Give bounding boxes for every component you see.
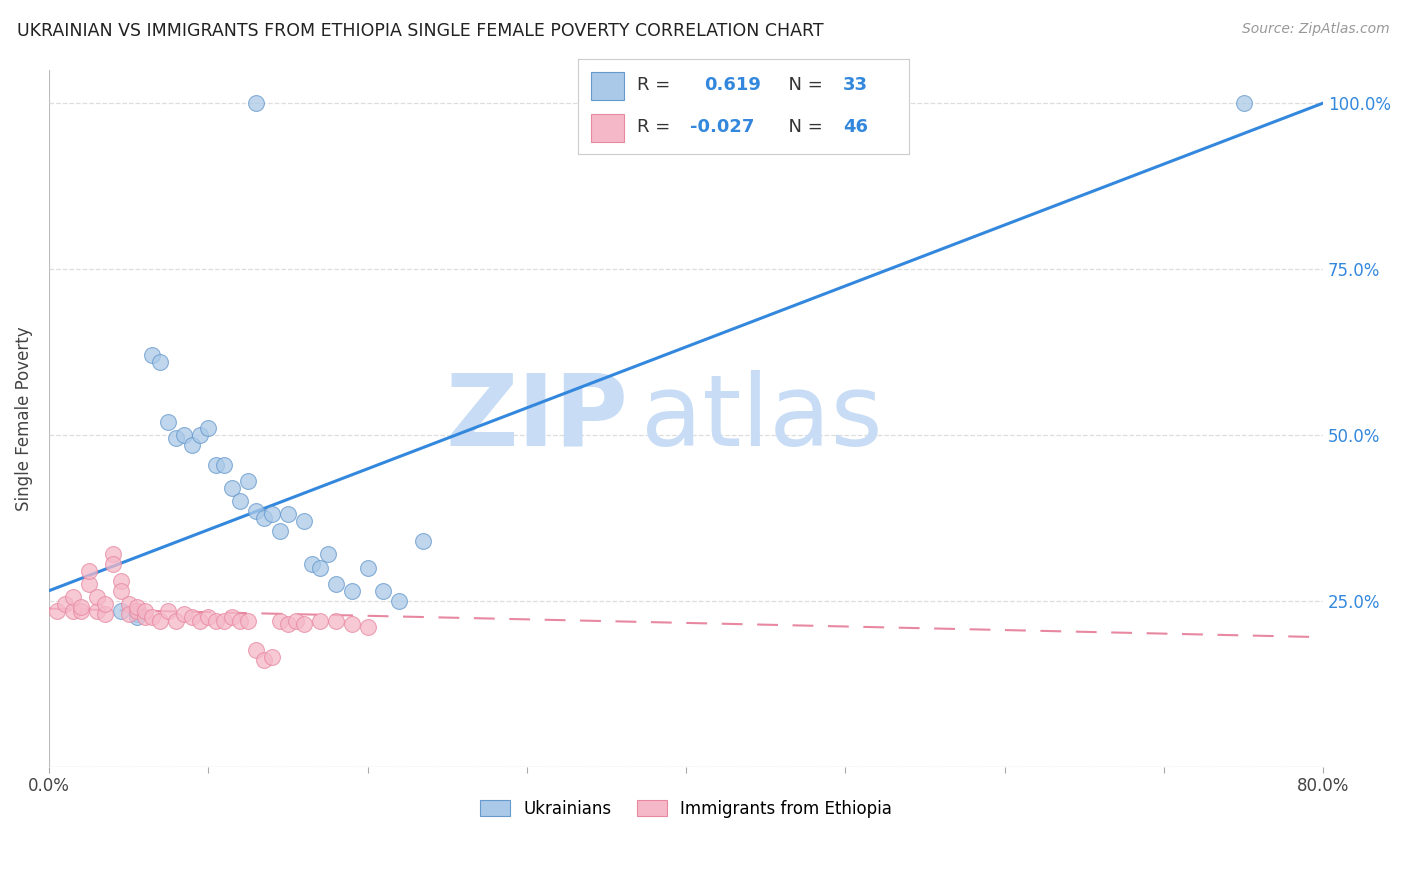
- Point: [149, 614, 172, 628]
- Point: [356, 620, 378, 634]
- Point: [125, 610, 148, 624]
- Point: [157, 604, 180, 618]
- Legend: Ukrainians, Immigrants from Ethiopia: Ukrainians, Immigrants from Ethiopia: [474, 793, 898, 824]
- Point: [284, 614, 307, 628]
- Point: [269, 614, 291, 628]
- Text: atlas: atlas: [641, 369, 883, 467]
- Point: [236, 614, 259, 628]
- Point: [134, 604, 156, 618]
- Point: [301, 558, 323, 572]
- Point: [212, 458, 235, 472]
- Point: [173, 427, 195, 442]
- Point: [412, 533, 434, 548]
- Point: [181, 438, 204, 452]
- Point: [181, 610, 204, 624]
- Point: [53, 597, 76, 611]
- Point: [269, 524, 291, 538]
- Point: [125, 607, 148, 621]
- Point: [325, 614, 347, 628]
- Point: [188, 614, 211, 628]
- Point: [245, 643, 267, 657]
- Point: [221, 481, 243, 495]
- Point: [245, 96, 267, 111]
- Point: [62, 604, 84, 618]
- Y-axis label: Single Female Poverty: Single Female Poverty: [15, 326, 32, 510]
- Point: [86, 604, 108, 618]
- Point: [308, 614, 330, 628]
- Point: [292, 616, 315, 631]
- Point: [205, 614, 228, 628]
- Point: [69, 604, 91, 618]
- Point: [141, 610, 163, 624]
- Point: [157, 415, 180, 429]
- Point: [141, 348, 163, 362]
- Point: [356, 560, 378, 574]
- Point: [260, 650, 283, 665]
- Point: [117, 607, 139, 621]
- Point: [77, 564, 100, 578]
- Text: UKRAINIAN VS IMMIGRANTS FROM ETHIOPIA SINGLE FEMALE POVERTY CORRELATION CHART: UKRAINIAN VS IMMIGRANTS FROM ETHIOPIA SI…: [17, 22, 824, 40]
- Point: [134, 610, 156, 624]
- Point: [188, 427, 211, 442]
- Point: [149, 355, 172, 369]
- Point: [1232, 96, 1254, 111]
- Point: [110, 583, 132, 598]
- Point: [236, 475, 259, 489]
- Point: [93, 607, 115, 621]
- Point: [69, 600, 91, 615]
- Point: [86, 591, 108, 605]
- Point: [165, 431, 187, 445]
- Point: [388, 593, 411, 607]
- Point: [110, 604, 132, 618]
- Point: [229, 494, 252, 508]
- Point: [45, 604, 67, 618]
- Point: [101, 547, 124, 561]
- Point: [212, 614, 235, 628]
- Point: [77, 577, 100, 591]
- Point: [316, 547, 339, 561]
- Point: [277, 508, 299, 522]
- Point: [340, 583, 363, 598]
- Point: [165, 614, 187, 628]
- Text: ZIP: ZIP: [446, 369, 628, 467]
- Point: [197, 610, 219, 624]
- Point: [101, 558, 124, 572]
- Point: [253, 653, 276, 667]
- Point: [277, 616, 299, 631]
- Point: [260, 508, 283, 522]
- Point: [373, 583, 395, 598]
- Point: [221, 610, 243, 624]
- Text: Source: ZipAtlas.com: Source: ZipAtlas.com: [1241, 22, 1389, 37]
- Point: [253, 510, 276, 524]
- Point: [245, 504, 267, 518]
- Point: [173, 607, 195, 621]
- Point: [93, 597, 115, 611]
- Point: [308, 560, 330, 574]
- Point: [125, 604, 148, 618]
- Point: [117, 597, 139, 611]
- Point: [205, 458, 228, 472]
- Point: [292, 514, 315, 528]
- Point: [197, 421, 219, 435]
- Point: [340, 616, 363, 631]
- Point: [110, 574, 132, 588]
- Point: [325, 577, 347, 591]
- Point: [62, 591, 84, 605]
- Point: [229, 614, 252, 628]
- Point: [125, 600, 148, 615]
